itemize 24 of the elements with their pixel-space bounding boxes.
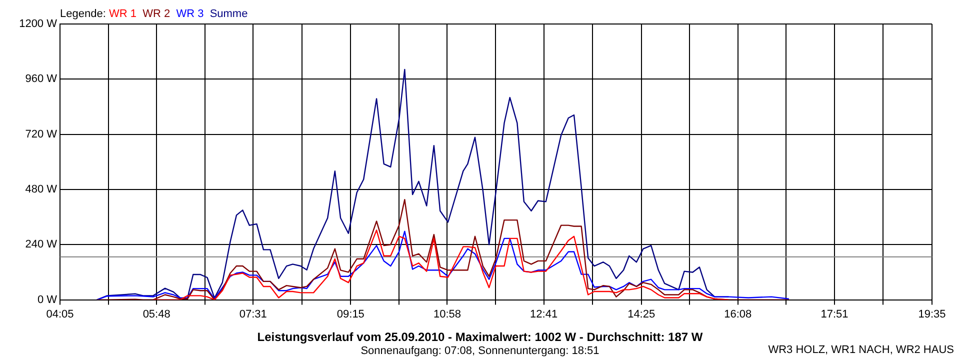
x-tick-label: 10:58 — [433, 308, 462, 320]
text: WR 2 — [142, 8, 170, 20]
x-tick-label: 14:25 — [628, 308, 656, 320]
x-tick-label: 09:15 — [336, 308, 364, 320]
y-tick-label: 1200 W — [19, 18, 58, 30]
y-tick-label: 240 W — [25, 238, 58, 251]
text: Summe — [210, 8, 248, 20]
x-tick-label: 07:31 — [239, 308, 267, 320]
y-tick-label: 960 W — [25, 73, 58, 86]
x-tick-label: 19:35 — [918, 308, 946, 320]
legend-title: Legende: — [60, 8, 107, 20]
x-tick-label: 04:05 — [46, 308, 74, 320]
y-tick-label: 480 W — [25, 184, 58, 196]
x-tick-label: 05:48 — [142, 308, 170, 320]
text: Leistungsverlauf vom 25.09.2010 - Maximalwert: 1002 W - Durchschnitt: 187 W — [256, 330, 704, 344]
y-tick-label: 0 W — [37, 294, 58, 306]
x-tick-label: 12:41 — [530, 308, 558, 320]
text: Sonnenaufgang: 07:08, Sonnenuntergang: 18:51 — [360, 345, 600, 357]
text: WR 3 — [176, 8, 204, 20]
text: WR 1 — [108, 8, 136, 20]
y-tick-label: 720 W — [25, 128, 58, 140]
x-tick-label: 16:08 — [724, 308, 752, 320]
text: WR3 HOLZ, WR1 NACH, WR2 HAUS — [768, 344, 954, 356]
x-tick-label: 17:51 — [820, 308, 848, 320]
